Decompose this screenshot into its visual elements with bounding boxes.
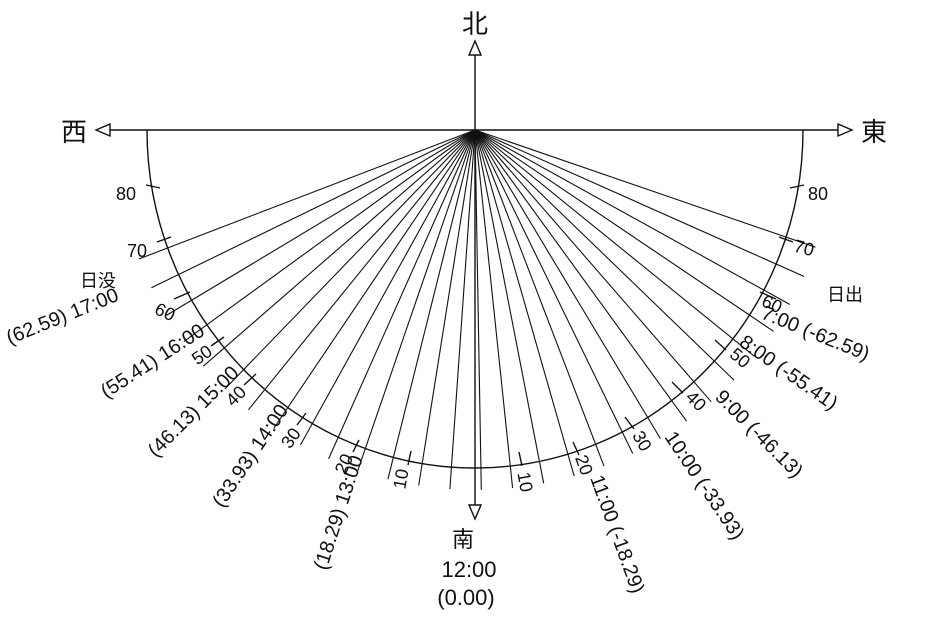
sun-rays: [138, 129, 816, 490]
tick-70-west: [156, 236, 172, 243]
ray-line: [474, 129, 756, 358]
east-label: 東: [861, 118, 887, 148]
tick-10-east: [518, 451, 523, 467]
ray-line: [474, 129, 575, 477]
sunrise-label: 日出: [827, 285, 863, 306]
ray-line: [387, 129, 476, 480]
ray-line: [247, 129, 476, 411]
ray-line: [357, 129, 476, 471]
tick-label-20-east: 20: [571, 452, 597, 478]
tick-80-east: [789, 184, 805, 189]
ray-line: [449, 129, 476, 490]
north-label: 北: [462, 10, 488, 40]
ray-line: [474, 129, 605, 467]
hour-label-10: 10:00 (-33.93): [660, 427, 748, 543]
hour-label-15: (46.13) 15:00: [144, 362, 244, 462]
hour-label-9: 9:00 (-46.13): [710, 386, 807, 483]
ray-line: [474, 129, 735, 381]
tick-label-10-east: 10: [513, 470, 536, 493]
tick-70-east: [778, 236, 794, 243]
tick-label-70-west: 70: [127, 241, 147, 261]
hour-label-14: (33.93) 14:00: [208, 400, 293, 511]
ray-line: [474, 129, 816, 248]
ray-line: [224, 129, 476, 390]
ray-line: [202, 129, 476, 367]
ray-line: [151, 129, 476, 289]
ray-line: [474, 129, 634, 454]
tick-60-west: [173, 291, 191, 300]
ray-line: [418, 129, 476, 486]
south-arrow: [467, 504, 483, 521]
east-arrow: [837, 122, 854, 138]
north-arrow: [467, 39, 483, 56]
ray-line: [474, 129, 661, 439]
sunset-label: 日没: [80, 271, 116, 292]
ray-line: [300, 129, 476, 446]
west-arrow: [94, 122, 111, 138]
tick-30-west: [296, 412, 307, 426]
ray-line: [138, 129, 476, 260]
tick-50-west: [210, 336, 225, 347]
tick-40-east: [671, 381, 684, 394]
tick-label-30-east: 30: [628, 427, 655, 454]
tick-label-10-west: 10: [389, 467, 412, 490]
tick-label-80-west: 80: [116, 184, 136, 204]
ray-line: [273, 129, 476, 429]
tick-80-west: [145, 184, 161, 189]
tick-label-40-east: 40: [682, 387, 710, 415]
tick-20-east: [572, 441, 580, 456]
west-label: 西: [61, 118, 87, 148]
tick-20-west: [352, 439, 360, 453]
tick-60-east: [759, 291, 777, 300]
ray-line: [474, 129, 688, 422]
noon-azimuth-label: (0.00): [437, 585, 494, 610]
south-label: 南: [452, 528, 474, 553]
ray-line: [474, 129, 514, 489]
tick-30-east: [624, 416, 635, 430]
ray-line: [328, 129, 476, 460]
tick-10-west: [407, 450, 412, 466]
ray-line: [474, 129, 545, 484]
tick-label-60-west: 60: [152, 299, 179, 326]
ray-line: [474, 129, 791, 305]
ray-line: [166, 129, 476, 316]
tick-40-west: [243, 373, 257, 386]
ray-line: [474, 129, 774, 332]
tick-50-east: [714, 339, 727, 351]
tick-label-70-east: 70: [792, 236, 817, 261]
noon-time-label: 12:00: [441, 557, 496, 582]
hour-label-17: (62.59) 17:00: [3, 284, 122, 349]
tick-label-80-east: 80: [808, 184, 828, 204]
ray-line: [183, 129, 476, 343]
ray-line: [474, 129, 712, 403]
ray-line: [474, 129, 805, 277]
ray-line: [474, 129, 482, 490]
hour-label-11: 11:00 (-18.29): [585, 472, 648, 596]
hour-label-16: (55.41) 16:00: [97, 320, 209, 403]
